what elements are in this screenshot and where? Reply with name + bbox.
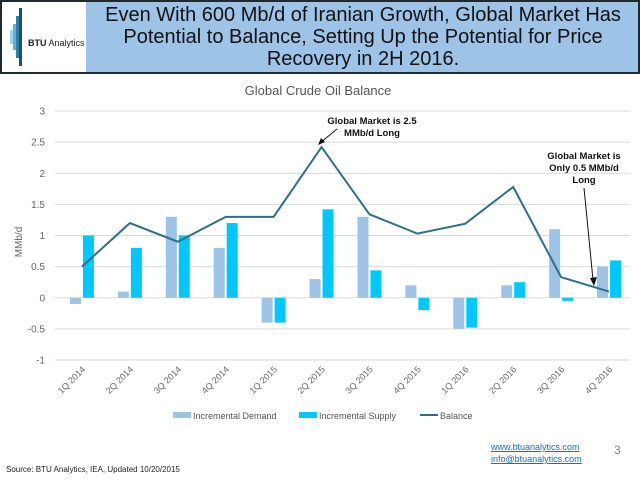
source-note: Source: BTU Analytics, IEA, Updated 10/2… [6, 465, 180, 474]
y-tick-label: 1.5 [31, 200, 45, 211]
y-tick-label: 3 [39, 107, 45, 118]
page-number: 3 [614, 443, 621, 457]
supply-bar-3 [226, 223, 238, 298]
annotation-2q2015-line2: MMb/d Long [344, 128, 400, 139]
legend-swatch-demand [173, 412, 191, 418]
annotation-4q2016-line2: Only 0.5 MMb/d [549, 163, 619, 174]
btu-analytics-logo: BTU Analytics [2, 2, 86, 72]
logo-text: Analytics [48, 38, 85, 48]
legend-label-balance: Balance [440, 411, 473, 421]
demand-bar-3 [213, 247, 225, 298]
annotation-arrow [583, 187, 594, 281]
demand-bar-6 [357, 216, 369, 298]
supply-bar-5 [322, 209, 334, 298]
website-link[interactable]: www.btuanalytics.com [491, 442, 580, 452]
footer-links: www.btuanalytics.com info@btuanalytics.c… [491, 441, 582, 465]
arrowhead-icon [318, 138, 325, 145]
x-tick-label: 2Q 2014 [104, 364, 135, 395]
supply-bar-4 [274, 297, 286, 323]
x-tick-label: 4Q 2014 [200, 364, 231, 395]
supply-bar-0 [82, 235, 94, 298]
supply-bar-6 [370, 270, 382, 298]
y-axis-label: MMb/d [14, 227, 25, 258]
logo-bars-icon [10, 8, 22, 66]
demand-bar-5 [309, 279, 321, 298]
x-tick-label: 3Q 2015 [343, 364, 374, 395]
y-tick-label: 0.5 [31, 262, 45, 273]
slide-title: Even With 600 Mb/d of Iranian Growth, Gl… [105, 4, 621, 70]
y-tick-label: -0.5 [28, 324, 46, 335]
annotation-4q2016-line3: Long [572, 175, 595, 186]
slide-header: BTU Analytics Even With 600 Mb/d of Iran… [0, 0, 640, 74]
demand-bar-9 [501, 285, 513, 298]
supply-bar-10 [562, 297, 574, 301]
x-tick-label: 2Q 2016 [487, 364, 518, 395]
y-tick-label: 2 [39, 169, 45, 180]
email-link[interactable]: info@btuanalytics.com [491, 454, 582, 464]
legend-label-supply: Incremental Supply [319, 411, 397, 421]
demand-bar-2 [165, 216, 177, 298]
x-tick-label: 1Q 2014 [56, 364, 87, 395]
x-tick-label: 3Q 2016 [535, 364, 566, 395]
x-tick-label: 4Q 2015 [391, 364, 422, 395]
supply-bar-7 [418, 297, 430, 311]
x-tick-label: 1Q 2015 [248, 364, 279, 395]
demand-bar-11 [597, 266, 609, 298]
supply-bar-9 [514, 282, 526, 298]
supply-bar-2 [178, 235, 190, 298]
balance-line [81, 145, 610, 293]
y-tick-label: 0 [39, 293, 45, 304]
y-tick-label: -1 [36, 356, 45, 367]
y-tick-label: 2.5 [31, 138, 45, 149]
arrowhead-icon [590, 277, 597, 286]
x-tick-label: 1Q 2016 [439, 364, 470, 395]
annotation-2q2015-line1: Global Market is 2.5 [327, 116, 417, 127]
legend-swatch-supply [299, 412, 317, 418]
x-tick-label: 3Q 2014 [152, 364, 183, 395]
logo-text-bold: BTU [28, 38, 47, 48]
y-tick-label: 1 [39, 231, 45, 242]
demand-bar-7 [405, 285, 417, 298]
supply-bar-11 [610, 260, 622, 298]
x-tick-label: 2Q 2015 [295, 364, 326, 395]
annotation-4q2016-line1: Global Market is [547, 151, 620, 162]
demand-bar-1 [117, 291, 129, 298]
chart-title: Global Crude Oil Balance [245, 83, 392, 98]
demand-bar-8 [453, 297, 465, 329]
demand-bar-4 [261, 297, 273, 323]
legend: Incremental Demand Incremental Supply Ba… [173, 411, 473, 421]
supply-bar-1 [130, 247, 142, 298]
supply-bar-8 [466, 297, 478, 328]
x-tick-label: 4Q 2016 [583, 364, 614, 395]
demand-bar-0 [69, 297, 81, 304]
legend-label-demand: Incremental Demand [193, 411, 277, 421]
